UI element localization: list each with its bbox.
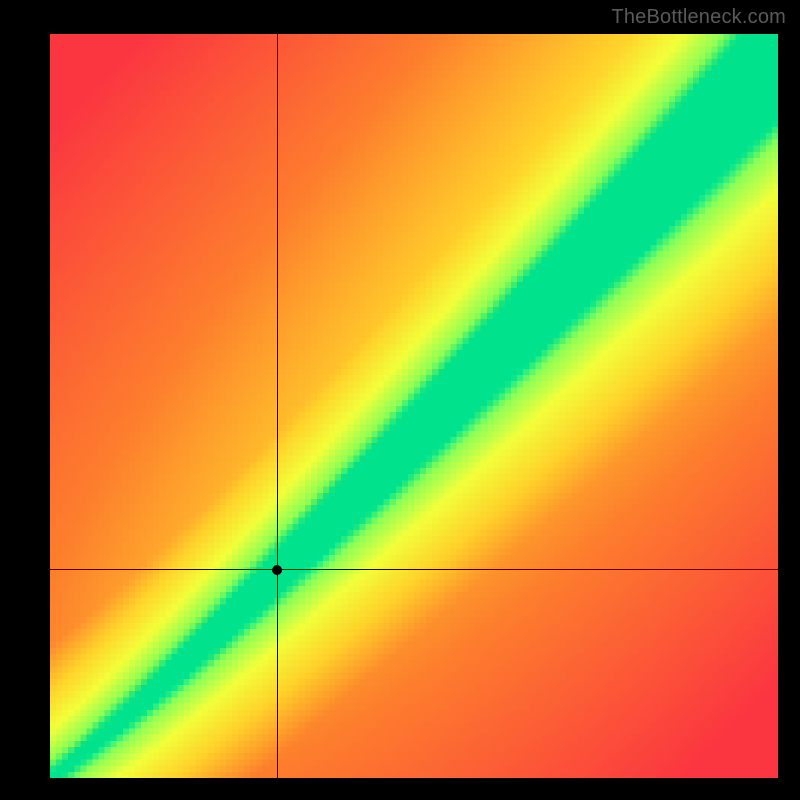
watermark-text: TheBottleneck.com: [611, 6, 786, 29]
crosshair-marker: [272, 565, 282, 575]
crosshair-horizontal: [50, 569, 778, 570]
heatmap-canvas: [50, 34, 778, 778]
chart-frame: TheBottleneck.com: [0, 0, 800, 800]
plot-area: [50, 34, 778, 778]
crosshair-vertical: [277, 34, 278, 778]
